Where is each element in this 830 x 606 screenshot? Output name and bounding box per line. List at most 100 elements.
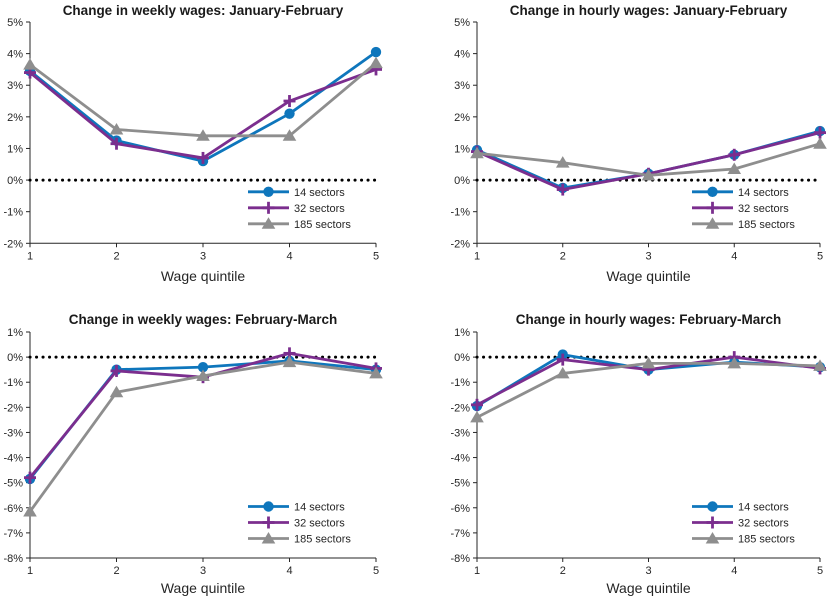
marker-plus-legend-32-sectors bbox=[262, 201, 275, 214]
legend-label-32-sectors: 32 sectors bbox=[294, 203, 345, 215]
x-tick-label: 2 bbox=[113, 565, 119, 577]
marker-plus-32-sectors bbox=[110, 137, 123, 150]
x-tick-label: 2 bbox=[560, 250, 566, 262]
legend-label-32-sectors: 32 sectors bbox=[738, 518, 789, 530]
legend-label-32-sectors: 32 sectors bbox=[294, 518, 345, 530]
y-tick-label: 2% bbox=[454, 112, 470, 124]
chart-hourly-wages-feb-mar: Change in hourly wages: February-March 1… bbox=[415, 300, 830, 606]
legend-item-185-sectors: 185 sectors bbox=[692, 532, 795, 546]
marker-circle-legend-14-sectors bbox=[263, 186, 274, 197]
marker-triangle-185-sectors bbox=[282, 129, 297, 141]
y-axis-ticks: 5% 4% 3% 2% 1% 0% -1% -2% bbox=[3, 17, 30, 250]
y-axis-ticks: 1% 0% -1% -2% -3% -4% -5% -6% -7% -8% bbox=[450, 327, 477, 565]
x-tick-label: 5 bbox=[373, 565, 379, 577]
marker-plus-32-sectors bbox=[728, 148, 741, 161]
y-tick-label: -2% bbox=[450, 238, 470, 250]
x-tick-label: 4 bbox=[731, 250, 737, 262]
legend-item-185-sectors: 185 sectors bbox=[248, 532, 351, 546]
y-tick-label: -1% bbox=[3, 377, 23, 389]
y-tick-label: 3% bbox=[7, 80, 23, 92]
y-tick-label: -7% bbox=[450, 528, 470, 540]
y-tick-label: -5% bbox=[3, 478, 23, 490]
y-tick-label: 4% bbox=[7, 49, 23, 61]
legend-label-14-sectors: 14 sectors bbox=[738, 187, 789, 199]
x-tick-label: 4 bbox=[286, 565, 292, 577]
legend-item-32-sectors: 32 sectors bbox=[692, 516, 789, 530]
legend-item-14-sectors: 14 sectors bbox=[248, 501, 345, 514]
marker-triangle-legend-185-sectors bbox=[261, 532, 276, 544]
y-tick-label: -6% bbox=[3, 503, 23, 515]
marker-triangle-legend-185-sectors bbox=[705, 532, 720, 544]
y-tick-label: -1% bbox=[450, 207, 470, 219]
marker-triangle-185-sectors bbox=[727, 162, 742, 175]
y-tick-label: 5% bbox=[7, 17, 23, 29]
y-tick-label: 5% bbox=[454, 17, 470, 29]
marker-plus-32-sectors bbox=[471, 398, 483, 411]
y-tick-label: -4% bbox=[450, 453, 470, 465]
chart-title-weekly-jan-feb: Change in weekly wages: January-February bbox=[62, 3, 344, 18]
y-tick-label: 1% bbox=[454, 143, 470, 155]
plot-canvas-hourly-feb-mar: 1% 0% -1% -2% -3% -4% -5% -6% -7% -8% 1 2 3 4 5 14 sect… bbox=[450, 327, 827, 577]
legend-label-14-sectors: 14 sectors bbox=[294, 187, 345, 199]
series-185-sectors bbox=[470, 356, 827, 423]
marker-triangle-185-sectors bbox=[555, 366, 570, 379]
y-axis-ticks: 1% 0% -1% -2% -3% -4% -5% -6% -7% -8% bbox=[3, 327, 30, 565]
y-tick-label: 1% bbox=[454, 327, 470, 339]
y-tick-label: 0% bbox=[7, 352, 23, 364]
series-line-185-sectors bbox=[28, 61, 378, 138]
x-tick-label: 3 bbox=[200, 250, 206, 262]
legend: 14 sectors 32 sectors 185 sectors bbox=[248, 186, 351, 231]
marker-triangle-185-sectors bbox=[470, 146, 484, 159]
x-tick-label: 4 bbox=[286, 250, 292, 262]
legend: 14 sectors 32 sectors 185 sectors bbox=[692, 186, 795, 231]
plot-canvas-hourly-jan-feb: 5% 4% 3% 2% 1% 0% -1% -2% 1 2 3 4 5 14 sectors 32 sect… bbox=[450, 17, 827, 262]
legend-label-185-sectors: 185 sectors bbox=[294, 534, 351, 546]
y-tick-label: -6% bbox=[450, 503, 470, 515]
legend-item-185-sectors: 185 sectors bbox=[248, 217, 351, 231]
y-tick-label: -8% bbox=[450, 553, 470, 565]
y-tick-label: -2% bbox=[3, 402, 23, 414]
plot-canvas-weekly-feb-mar: 1% 0% -1% -2% -3% -4% -5% -6% -7% -8% 1 2 3 4 5 14 sect… bbox=[3, 327, 383, 577]
chart-title-hourly-feb-mar: Change in hourly wages: February-March bbox=[515, 312, 782, 327]
marker-circle-legend-14-sectors bbox=[263, 501, 274, 512]
marker-plus-legend-32-sectors bbox=[706, 516, 719, 529]
marker-triangle-185-sectors bbox=[23, 58, 37, 70]
legend-item-32-sectors: 32 sectors bbox=[248, 516, 345, 530]
y-tick-label: 2% bbox=[7, 112, 23, 124]
x-tick-label: 2 bbox=[560, 565, 566, 577]
marker-triangle-185-sectors bbox=[196, 129, 210, 141]
x-axis-ticks: 1 2 3 4 5 bbox=[474, 558, 823, 577]
legend-label-185-sectors: 185 sectors bbox=[738, 534, 795, 546]
series-185-sectors bbox=[23, 355, 383, 517]
x-tick-label: 5 bbox=[817, 250, 823, 262]
chart-title-weekly-feb-mar: Change in weekly wages: February-March bbox=[68, 312, 338, 327]
x-axis-label-hourly-jan-feb: Wage quintile bbox=[606, 268, 691, 284]
legend-item-14-sectors: 14 sectors bbox=[692, 186, 789, 199]
x-axis-ticks: 1 2 3 4 5 bbox=[27, 243, 379, 262]
legend: 14 sectors 32 sectors 185 sectors bbox=[692, 501, 795, 546]
x-axis-label-weekly-feb-mar: Wage quintile bbox=[160, 580, 246, 596]
y-tick-label: -3% bbox=[3, 427, 23, 439]
y-tick-label: 4% bbox=[454, 49, 470, 61]
marker-circle-legend-14-sectors bbox=[707, 186, 718, 197]
x-tick-label: 1 bbox=[474, 565, 480, 577]
marker-triangle-185-sectors bbox=[813, 359, 827, 371]
marker-plus-32-sectors bbox=[197, 151, 209, 164]
marker-plus-32-sectors bbox=[283, 95, 296, 108]
chart-hourly-wages-jan-feb: Change in hourly wages: January-February… bbox=[415, 0, 830, 300]
x-axis-label-weekly-jan-feb: Wage quintile bbox=[160, 268, 246, 284]
y-tick-label: -2% bbox=[450, 402, 470, 414]
legend-label-32-sectors: 32 sectors bbox=[738, 203, 789, 215]
marker-plus-32-sectors bbox=[814, 126, 826, 139]
x-tick-label: 4 bbox=[731, 565, 737, 577]
y-tick-label: -2% bbox=[3, 238, 23, 250]
series-32-sectors bbox=[471, 126, 826, 196]
marker-triangle-185-sectors bbox=[813, 137, 827, 149]
x-tick-label: 5 bbox=[817, 565, 823, 577]
marker-triangle-185-sectors bbox=[470, 410, 484, 423]
x-tick-label: 5 bbox=[373, 250, 379, 262]
legend-label-185-sectors: 185 sectors bbox=[294, 219, 351, 231]
legend-item-185-sectors: 185 sectors bbox=[692, 217, 795, 231]
marker-triangle-185-sectors bbox=[641, 356, 656, 369]
